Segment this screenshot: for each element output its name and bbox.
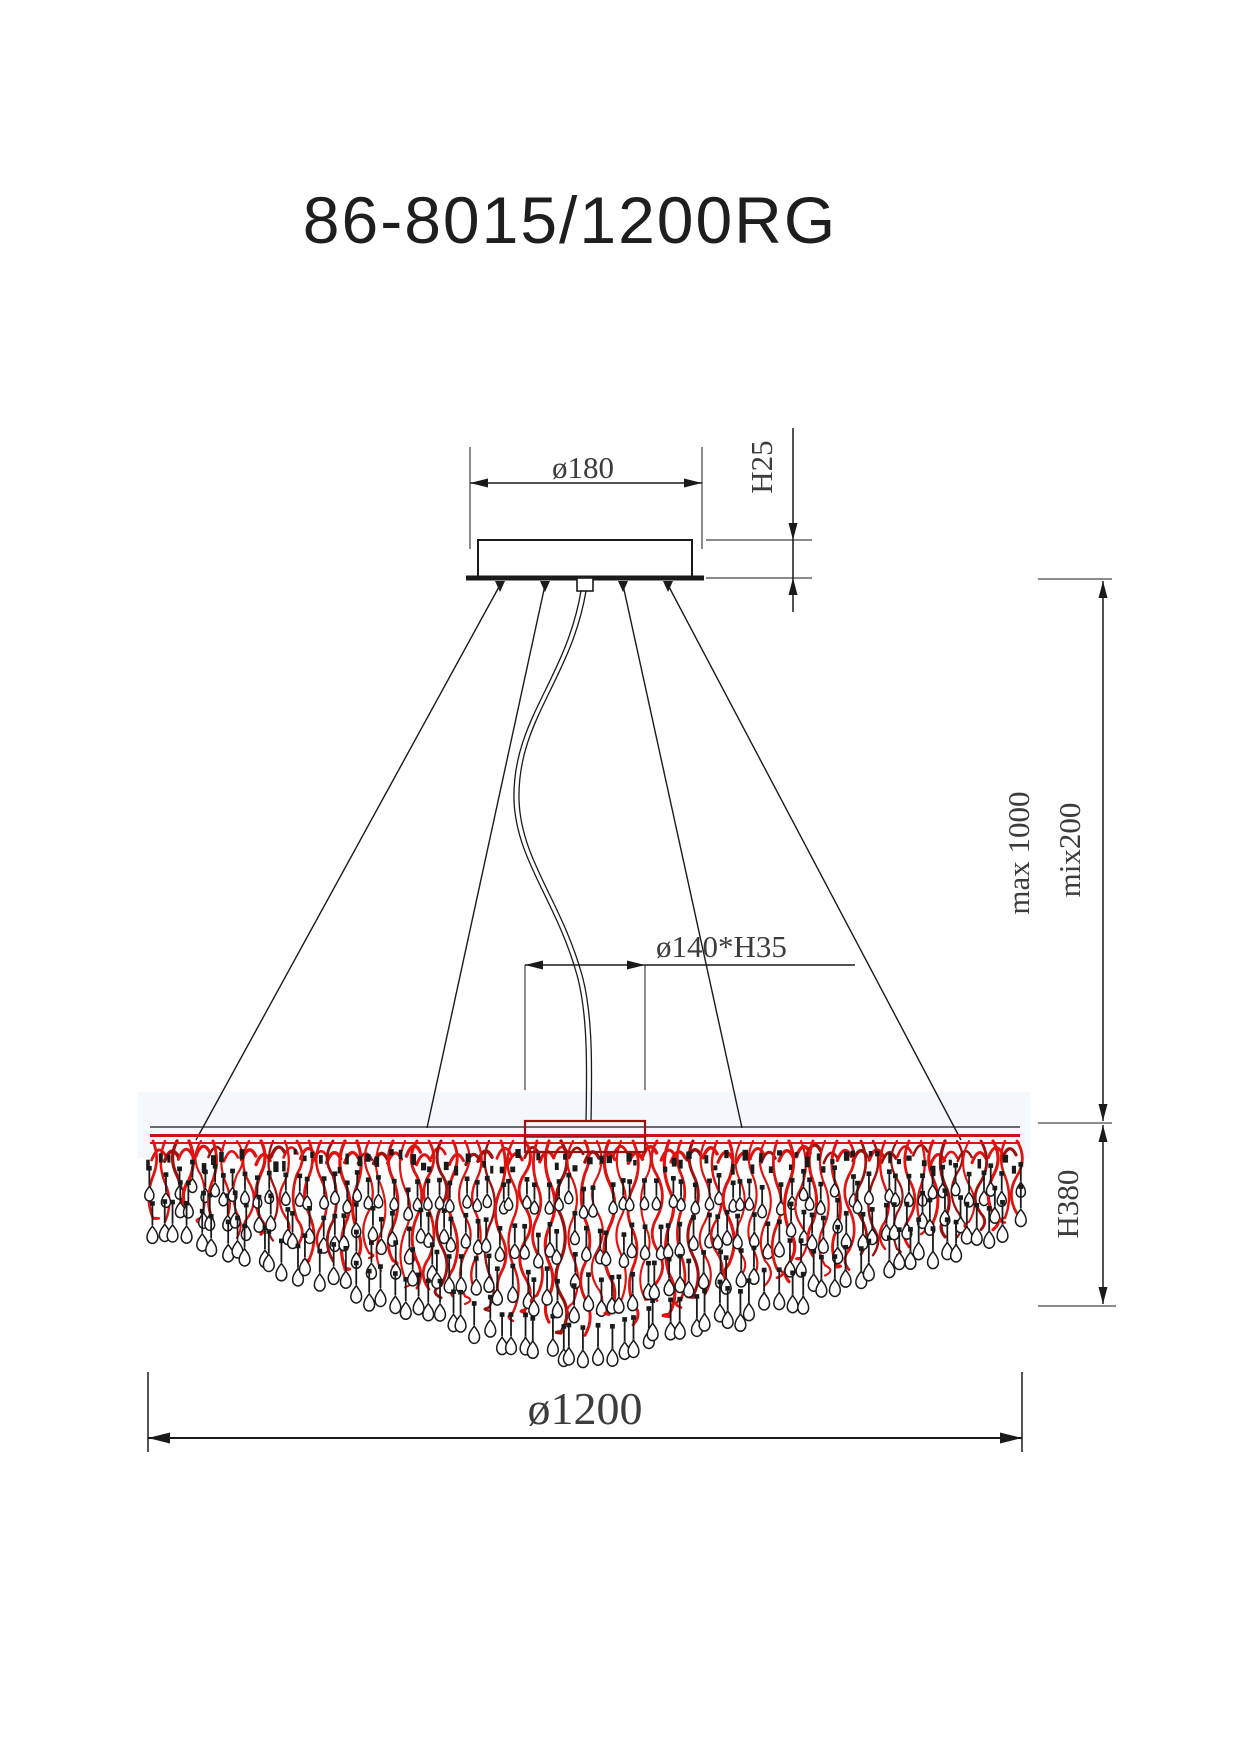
body-rim	[150, 1126, 1020, 1144]
label-hub-size: ø140*H35	[656, 929, 787, 964]
label-cable-max: max 1000	[1001, 791, 1036, 914]
dim-canopy-height	[706, 428, 812, 612]
dim-canopy-diameter	[469, 447, 703, 549]
label-body-diameter: ø1200	[528, 1383, 643, 1434]
cable-hooks	[495, 581, 673, 592]
center-hub	[523, 1119, 647, 1154]
scan-tint-band	[138, 1092, 1030, 1158]
label-body-height: H380	[1050, 1170, 1085, 1239]
dim-body-height	[1038, 1125, 1116, 1307]
chandelier-fringe	[144, 1139, 1027, 1369]
label-canopy-diameter: ø180	[552, 450, 614, 485]
dim-body-diameter	[147, 1372, 1023, 1452]
label-cable-min: mix200	[1052, 803, 1087, 898]
model-number-title: 86-8015/1200RG	[302, 183, 838, 257]
dim-hub	[524, 960, 855, 1090]
dim-cable-length	[1038, 578, 1112, 1124]
suspension-cables	[195, 584, 962, 1141]
ceiling-canopy	[466, 539, 704, 592]
label-canopy-height: H25	[744, 440, 779, 493]
cord-connector	[576, 577, 594, 592]
